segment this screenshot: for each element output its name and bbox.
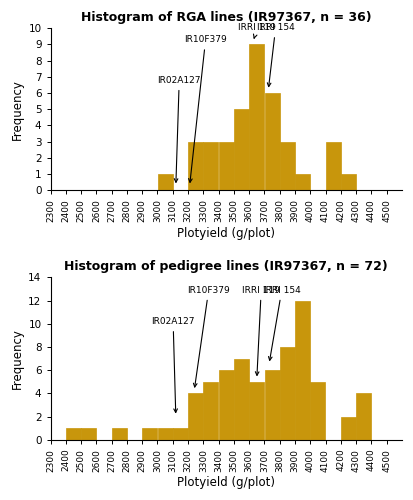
Text: IR10F379: IR10F379: [184, 36, 227, 182]
Bar: [234, 109, 249, 190]
Bar: [173, 428, 188, 440]
Bar: [188, 394, 203, 440]
Bar: [158, 174, 173, 190]
Bar: [112, 428, 127, 440]
Bar: [81, 428, 96, 440]
Text: IR10F379: IR10F379: [187, 286, 230, 387]
Bar: [295, 300, 310, 440]
Bar: [295, 174, 310, 190]
Bar: [66, 428, 81, 440]
Bar: [188, 142, 203, 190]
Text: IR02A127: IR02A127: [152, 317, 195, 412]
Bar: [265, 93, 280, 190]
Y-axis label: Frequency: Frequency: [11, 79, 24, 140]
Text: IRRI 119: IRRI 119: [238, 23, 276, 38]
Bar: [249, 382, 264, 440]
Bar: [204, 142, 218, 190]
Bar: [249, 44, 264, 191]
Text: IRRI 154: IRRI 154: [257, 23, 294, 86]
Bar: [142, 428, 157, 440]
Bar: [326, 142, 341, 190]
Bar: [341, 174, 356, 190]
Y-axis label: Frequency: Frequency: [11, 328, 24, 389]
Bar: [311, 382, 325, 440]
Bar: [234, 358, 249, 440]
Bar: [280, 347, 295, 440]
Title: Histogram of pedigree lines (IR97367, n = 72): Histogram of pedigree lines (IR97367, n …: [64, 260, 388, 274]
Text: IR02A127: IR02A127: [157, 76, 201, 182]
Bar: [204, 382, 218, 440]
Bar: [219, 370, 234, 440]
Bar: [280, 142, 295, 190]
X-axis label: Plotyield (g/plot): Plotyield (g/plot): [177, 476, 275, 489]
Bar: [356, 394, 371, 440]
Bar: [265, 370, 280, 440]
Title: Histogram of RGA lines (IR97367, n = 36): Histogram of RGA lines (IR97367, n = 36): [81, 11, 372, 24]
Bar: [341, 416, 356, 440]
Bar: [158, 428, 173, 440]
Text: IRRI 119: IRRI 119: [242, 286, 280, 376]
Text: IRRI 154: IRRI 154: [263, 286, 301, 360]
Bar: [219, 142, 234, 190]
X-axis label: Plotyield (g/plot): Plotyield (g/plot): [177, 226, 275, 239]
